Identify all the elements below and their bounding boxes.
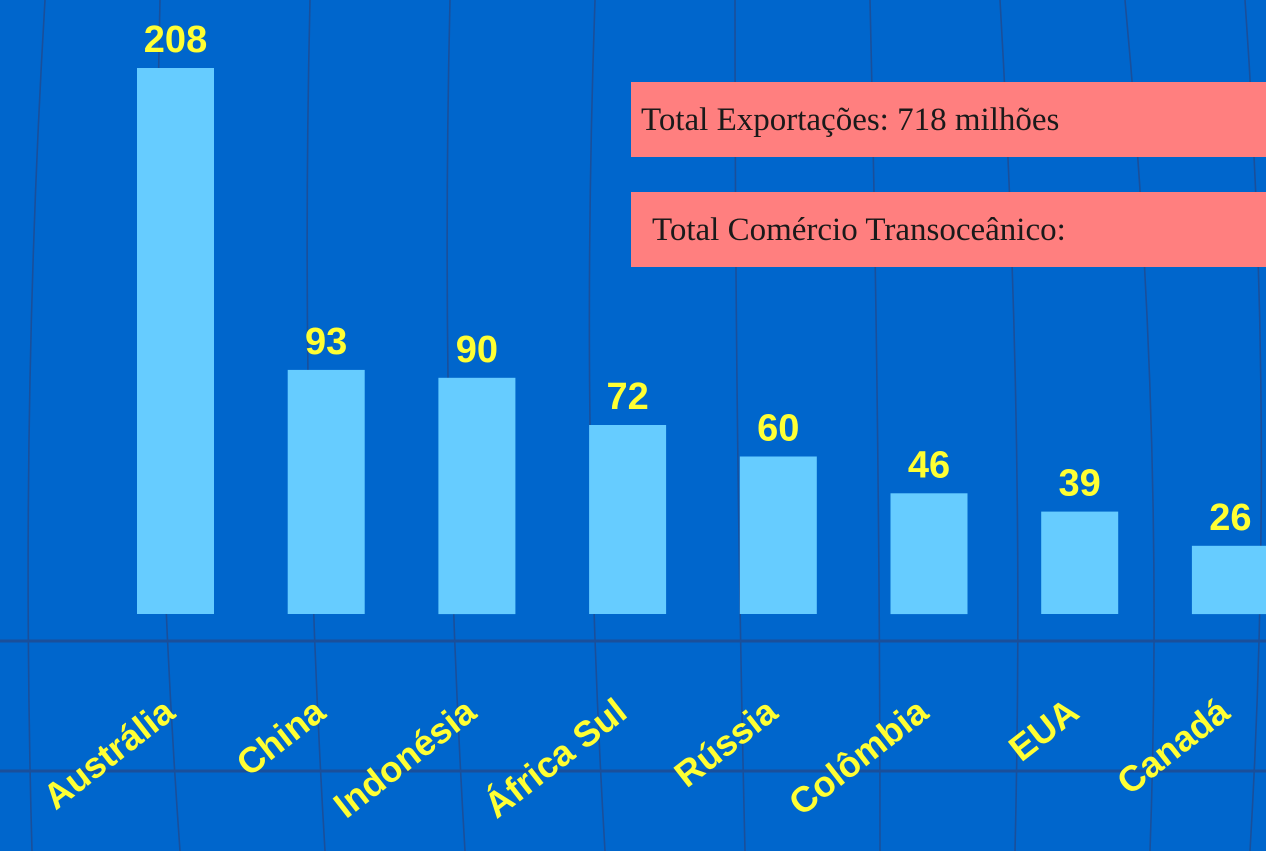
bar-russia: [739, 456, 817, 614]
value-labels-group: 208 93 90 72 60 46 39 26: [144, 19, 1252, 539]
data-label-indonesia: 90: [456, 329, 498, 371]
tick-label-australia: Austrália: [35, 689, 182, 817]
bar-australia: [137, 68, 214, 614]
data-label-canada: 26: [1209, 497, 1251, 539]
bar-indonesia: [438, 377, 516, 615]
tick-label-russia: Rússia: [666, 689, 785, 795]
bar-colombia: [890, 493, 968, 615]
total-exports-annotation: Total Exportações: 718 milhões: [631, 82, 1266, 157]
data-label-australia: 208: [144, 19, 207, 61]
bar-china: [287, 369, 365, 614]
grid-line-vertical: [27, 0, 46, 851]
data-label-colombia: 46: [908, 444, 950, 486]
bars-group: [137, 68, 1266, 615]
tick-label-colombia: Colômbia: [781, 689, 936, 823]
data-label-eua: 39: [1059, 463, 1101, 505]
tick-label-africa-sul: África Sul: [476, 690, 634, 826]
bar-eua: [1041, 511, 1119, 614]
data-label-russia: 60: [757, 408, 799, 450]
total-transoceanic-trade-annotation: Total Comércio Transoceânico:: [631, 192, 1266, 267]
data-label-africa-sul: 72: [606, 376, 648, 418]
bar-africa-sul: [589, 425, 667, 614]
data-label-china: 93: [305, 321, 347, 363]
bar-canada: [1191, 545, 1266, 615]
tick-label-eua: EUA: [1001, 690, 1086, 769]
tick-label-canada: Canadá: [1109, 689, 1237, 802]
